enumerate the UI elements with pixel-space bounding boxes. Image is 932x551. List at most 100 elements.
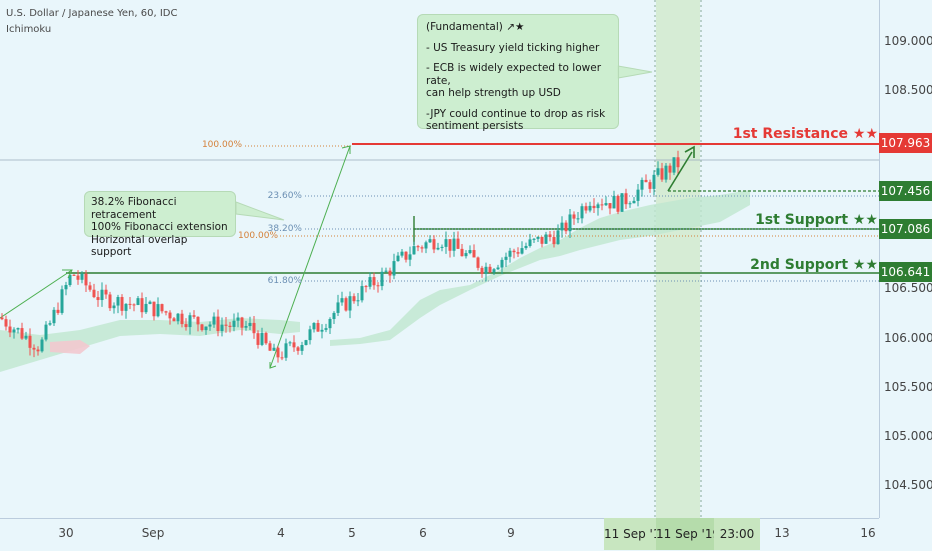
candle-body xyxy=(560,222,564,231)
fib-note-pointer xyxy=(235,201,285,221)
candle-body xyxy=(552,237,556,245)
candle-body xyxy=(332,312,336,320)
candle-body xyxy=(360,286,364,301)
candle-body xyxy=(452,238,456,251)
candle-body xyxy=(628,203,632,205)
candle-body xyxy=(96,297,100,301)
swing-arrow-head-1 xyxy=(62,269,73,279)
candle-body xyxy=(72,274,76,276)
y-tick: 106.000 xyxy=(884,331,932,345)
candle-body xyxy=(428,239,432,243)
candle-body xyxy=(292,342,296,348)
candle-body xyxy=(108,294,112,309)
candle-body xyxy=(140,298,144,313)
fib-label-100-top: 100.00% xyxy=(201,140,242,150)
support1-label: 1st Support ★★ xyxy=(755,212,878,228)
candle-body xyxy=(408,254,412,260)
candle-body xyxy=(152,301,156,317)
candle-body xyxy=(368,277,372,287)
candle-body xyxy=(320,329,324,332)
candle-body xyxy=(204,326,208,331)
candle-body xyxy=(184,324,188,328)
candle-body xyxy=(284,343,288,358)
x-tick: 4 xyxy=(277,526,285,540)
candle-body xyxy=(264,332,268,344)
fib-note[interactable]: 38.2% Fibonacci retracement 100% Fibonac… xyxy=(84,191,236,258)
candle-body xyxy=(464,253,468,257)
fundamental-note[interactable]: (Fundamental) ↗★ - US Treasury yield tic… xyxy=(417,14,619,132)
candle-body xyxy=(672,157,676,173)
candle-body xyxy=(88,285,92,290)
candle-body xyxy=(528,239,532,246)
candle-body xyxy=(172,318,176,322)
candle-body xyxy=(456,238,460,249)
candle-body xyxy=(492,269,496,273)
candle-body xyxy=(280,357,284,359)
candle-body xyxy=(300,345,304,351)
y-tick: 106.500 xyxy=(884,281,932,295)
candle-body xyxy=(608,203,612,209)
candle-body xyxy=(348,296,352,311)
candle-body xyxy=(4,319,8,327)
candle-body xyxy=(328,319,332,329)
x-tick: 30 xyxy=(58,526,74,540)
candle-body xyxy=(536,236,540,239)
x-tick: 6 xyxy=(419,526,427,540)
candle-body xyxy=(416,246,420,248)
price-axis[interactable] xyxy=(879,0,932,518)
candle-body xyxy=(500,259,504,268)
ichimoku-cloud-red xyxy=(50,340,90,354)
fundamental-line1: - US Treasury yield ticking higher xyxy=(426,41,600,54)
candle-body xyxy=(136,298,140,305)
candle-body xyxy=(208,324,212,327)
fib-note-line2: 100% Fibonacci extension xyxy=(91,221,228,233)
candle-body xyxy=(436,247,440,250)
candle-body xyxy=(424,242,428,249)
candle-body xyxy=(84,273,88,286)
x-tick: 16 xyxy=(860,526,876,540)
fib-label-382: 38.20% xyxy=(267,224,302,234)
candle-body xyxy=(400,251,404,256)
candle-body xyxy=(664,165,668,180)
candle-body xyxy=(420,247,424,249)
fib-note-line3: Horizontal overlap support xyxy=(91,233,188,259)
candle-body xyxy=(272,347,276,351)
candle-body xyxy=(600,204,604,206)
indicator-name[interactable]: Ichimoku xyxy=(6,24,52,35)
candle-body xyxy=(124,303,128,311)
candle-body xyxy=(24,335,28,339)
candle-body xyxy=(156,304,160,317)
x-highlight-left: 11 Sep '1 xyxy=(604,518,660,550)
candle-body xyxy=(144,303,148,313)
candle-body xyxy=(516,252,520,254)
candle-body xyxy=(308,329,312,341)
candle-body xyxy=(252,322,256,334)
candle-body xyxy=(624,193,628,205)
candle-body xyxy=(444,239,448,247)
candle-body xyxy=(244,326,248,328)
candle-body xyxy=(196,316,200,325)
candle-body xyxy=(20,328,24,339)
candle-body xyxy=(556,230,560,245)
ichimoku-cloud-lower xyxy=(0,318,300,372)
candle-body xyxy=(548,234,552,238)
candle-body xyxy=(392,261,396,276)
y-tick: 108.500 xyxy=(884,83,932,97)
candle-body xyxy=(460,248,464,257)
candle-body xyxy=(92,289,96,298)
candle-body xyxy=(164,311,168,313)
candle-body xyxy=(40,339,44,352)
candle-body xyxy=(52,309,56,324)
candle-body xyxy=(388,270,392,276)
candle-body xyxy=(68,274,72,286)
candle-body xyxy=(576,218,580,220)
fib-label-236: 23.60% xyxy=(267,191,302,201)
candle-body xyxy=(380,271,384,287)
candle-body xyxy=(544,234,548,244)
candle-body xyxy=(48,323,52,325)
candlesticks xyxy=(0,150,680,363)
candle-body xyxy=(104,289,108,295)
candle-body xyxy=(216,316,220,332)
candle-body xyxy=(236,317,240,321)
